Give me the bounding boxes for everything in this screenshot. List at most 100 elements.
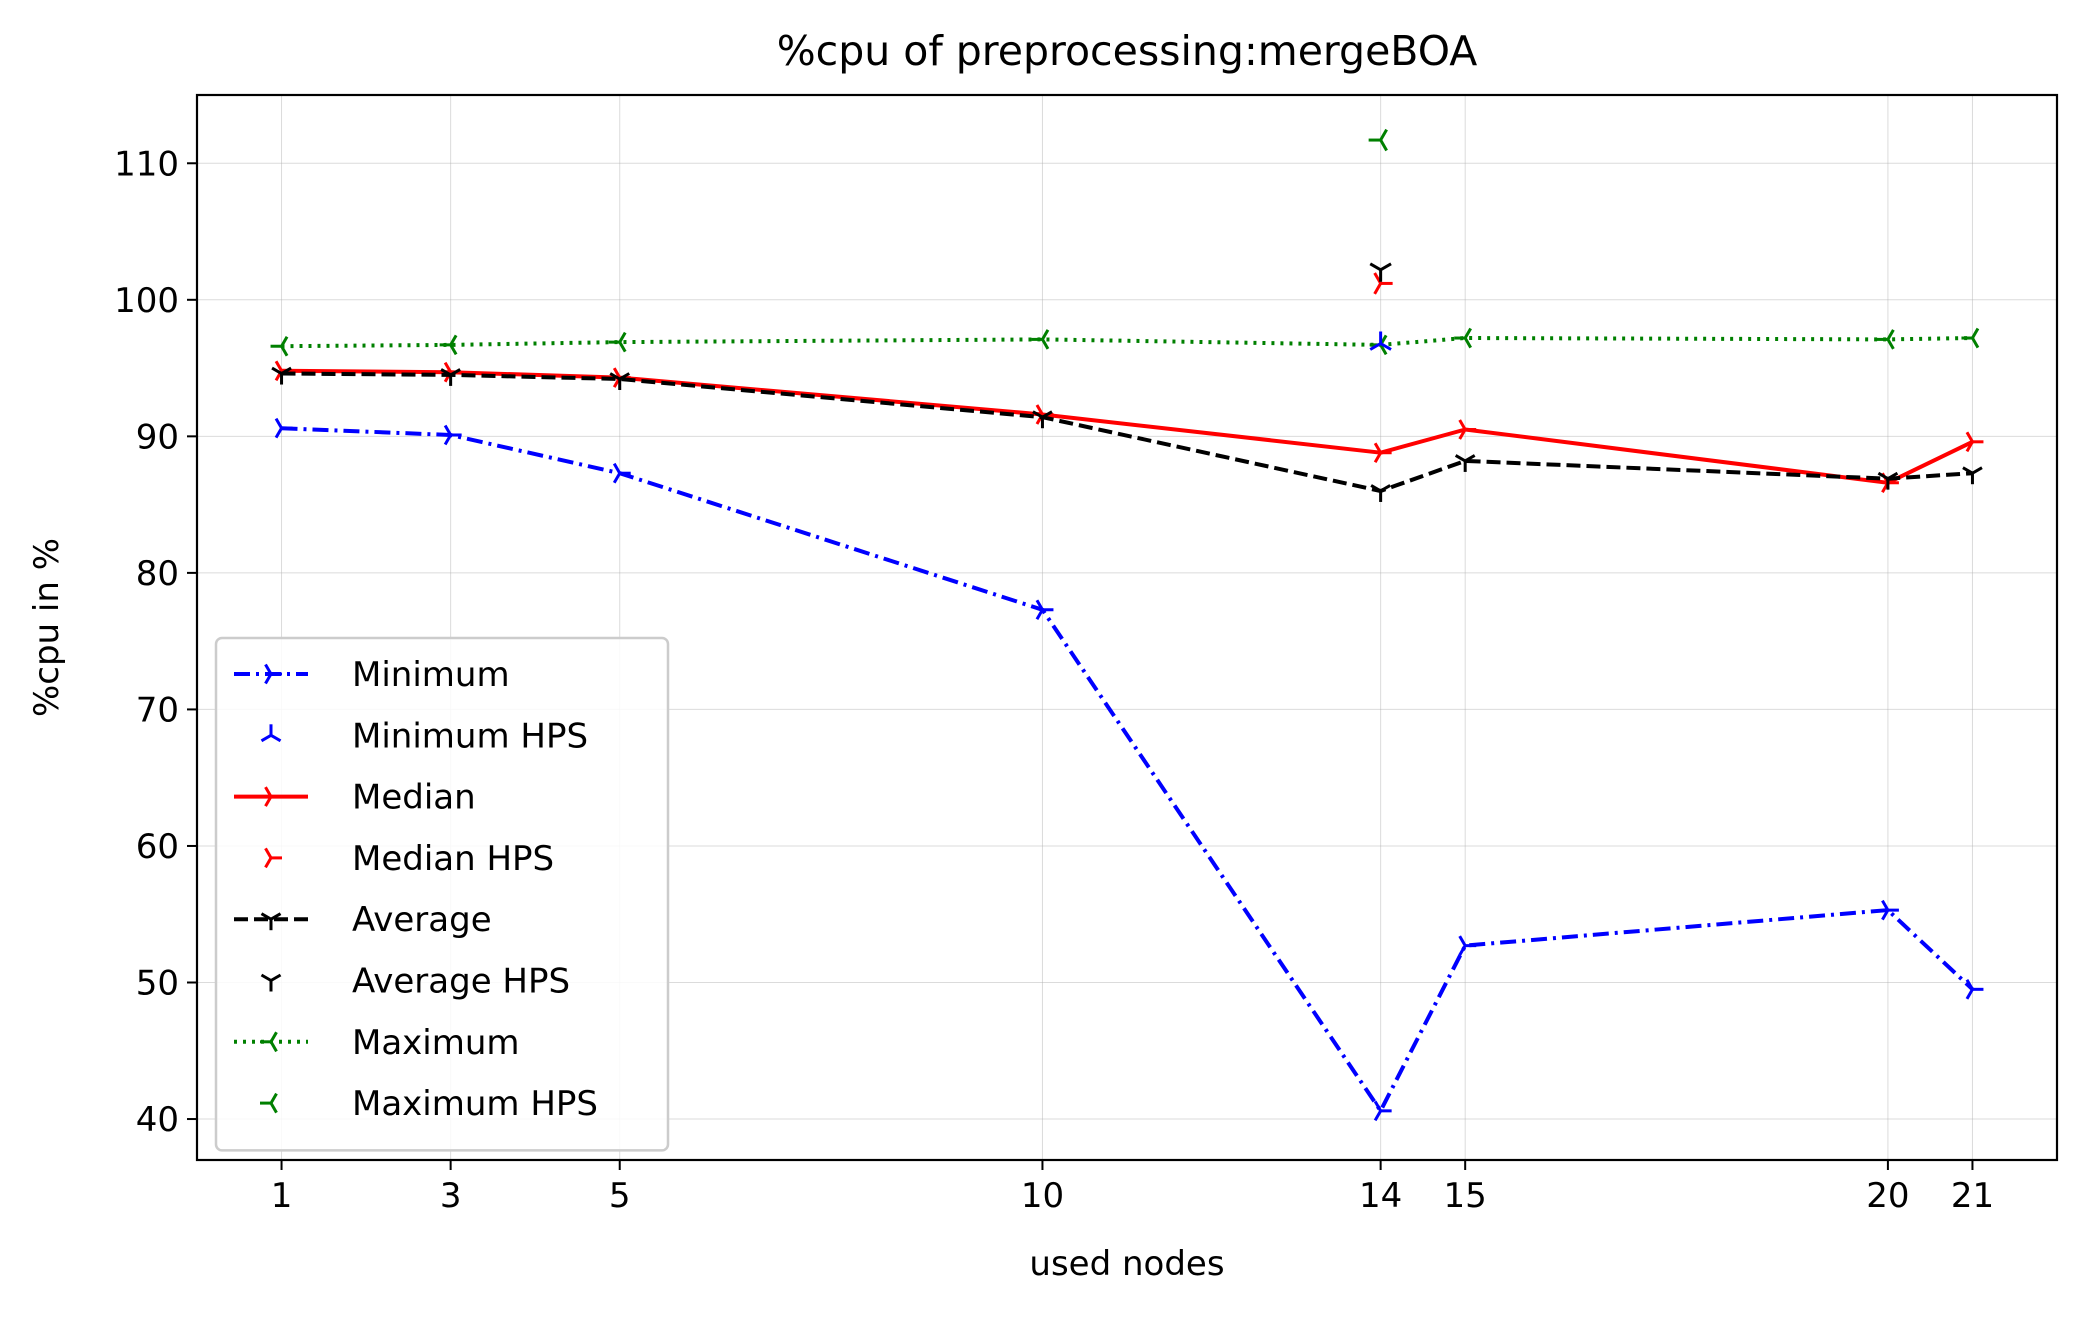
marker-arm xyxy=(280,335,289,347)
legend-label: Median HPS xyxy=(352,839,554,879)
marker-arm xyxy=(271,366,283,375)
marker-arm xyxy=(260,734,272,743)
minimum-point xyxy=(274,417,293,439)
marker-arm xyxy=(1965,431,1974,443)
marker-arm xyxy=(1886,338,1895,350)
x-tick-label: 10 xyxy=(1021,1176,1064,1216)
marker-arm xyxy=(1379,342,1392,351)
average-line xyxy=(281,371,1973,493)
marker-arm xyxy=(1887,471,1899,480)
marker-arm xyxy=(618,341,627,353)
average-point xyxy=(440,368,461,386)
marker-arm xyxy=(1458,419,1467,431)
marker-arm xyxy=(1035,609,1044,621)
marker-arm xyxy=(449,334,458,346)
legend-item-minimum: Minimum xyxy=(234,655,510,695)
marker-arm xyxy=(1965,441,1974,453)
marker-arm xyxy=(1379,262,1392,272)
legend-marker xyxy=(264,847,282,869)
marker-arm xyxy=(449,368,461,377)
legend-item-average-hps: Average HPS xyxy=(260,962,570,1002)
marker-arm xyxy=(1035,404,1044,416)
marker-arm xyxy=(1373,282,1382,295)
marker-arm xyxy=(443,434,452,446)
marker-arm xyxy=(274,427,283,439)
marker-arm xyxy=(443,361,452,373)
x-axis-label: used nodes xyxy=(1029,1244,1224,1284)
legend-box xyxy=(214,636,670,1152)
legend-label: Average xyxy=(352,900,492,940)
marker-arm xyxy=(612,472,622,484)
maximum-point xyxy=(1454,327,1472,349)
y-tick-label: 40 xyxy=(136,1100,179,1140)
average-point xyxy=(271,366,292,385)
marker-arm xyxy=(1463,337,1472,349)
legend-label: Median xyxy=(352,778,476,818)
marker-arm xyxy=(269,1092,278,1104)
average-hps-point xyxy=(1369,262,1392,282)
minimum-point xyxy=(1458,935,1477,956)
marker-arm xyxy=(1458,935,1467,947)
marker-arm xyxy=(264,847,273,859)
maximum-point xyxy=(1876,329,1895,350)
average-point xyxy=(1962,466,1983,485)
marker-arm xyxy=(609,372,621,381)
maximum-point xyxy=(270,335,289,357)
marker-arm xyxy=(1369,342,1382,351)
marker-arm xyxy=(260,973,272,982)
marker-arm xyxy=(1463,327,1472,339)
maximum-point xyxy=(1031,329,1050,350)
median-point xyxy=(1458,419,1477,440)
legend-item-maximum-hps: Maximum HPS xyxy=(260,1084,598,1124)
marker-arm xyxy=(612,367,622,379)
maximum-point xyxy=(439,334,458,356)
marker-arm xyxy=(1464,454,1476,463)
average-point xyxy=(1032,410,1053,429)
marker-arm xyxy=(1041,329,1050,341)
legend: Minimum Minimum HPS Median Median HPS Averag… xyxy=(214,636,670,1152)
marker-arm xyxy=(269,1041,278,1053)
plot-frame xyxy=(195,93,2059,1162)
marker-arm xyxy=(1454,454,1466,463)
marker-arm xyxy=(1379,344,1388,356)
marker-arm xyxy=(1379,484,1391,493)
legend-item-median-hps: Median HPS xyxy=(264,839,554,879)
legend-item-maximum: Maximum xyxy=(234,1023,520,1063)
marker-arm xyxy=(618,372,631,381)
marker-arm xyxy=(1971,466,1983,475)
y-tick-label: 100 xyxy=(114,281,179,321)
y-tick-label: 90 xyxy=(136,417,179,457)
marker-arm xyxy=(1965,979,1974,991)
marker-arm xyxy=(269,1102,278,1114)
y-tick-label: 70 xyxy=(136,690,179,730)
marker-arm xyxy=(1458,944,1467,956)
y-tick-label: 110 xyxy=(114,144,179,184)
marker-arm xyxy=(260,912,272,921)
minimum-point xyxy=(443,424,462,446)
minimum-line xyxy=(281,426,1974,1113)
minimum-point xyxy=(1881,899,1899,921)
legend-marker xyxy=(260,1092,278,1114)
marker-arm xyxy=(1881,899,1890,911)
legend-label: Maximum xyxy=(352,1023,520,1063)
marker-arm xyxy=(1373,1110,1382,1122)
legend-items: Minimum Minimum HPS Median Median HPS Averag… xyxy=(234,655,598,1124)
marker-arm xyxy=(1373,1100,1382,1112)
x-tick-label: 14 xyxy=(1359,1176,1402,1216)
marker-arm xyxy=(270,734,282,743)
marker-arm xyxy=(1881,909,1890,921)
marker-arm xyxy=(270,912,282,921)
marker-arm xyxy=(269,1031,278,1043)
marker-arm xyxy=(1041,410,1053,419)
marker-arm xyxy=(264,673,273,685)
minimum-point xyxy=(1965,979,1984,1000)
legend-marker xyxy=(260,973,282,992)
marker-arm xyxy=(264,857,273,869)
average-point xyxy=(609,372,631,390)
minimum-point xyxy=(1373,1100,1392,1122)
marker-arm xyxy=(264,663,273,675)
marker-arm xyxy=(1035,599,1044,611)
minimum-point xyxy=(1035,599,1054,621)
minimum-point xyxy=(612,462,631,484)
